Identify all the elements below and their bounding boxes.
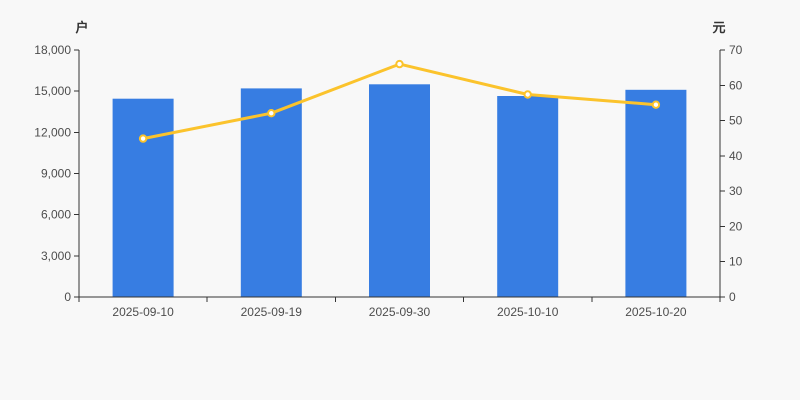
- x-axis-label: 2025-10-20: [625, 305, 687, 319]
- left-axis-title: 户: [75, 20, 89, 35]
- y-axis-right-tick-label: 40: [729, 149, 743, 163]
- y-axis-right-tick-label: 70: [729, 43, 743, 57]
- bar-2025-09-10[interactable]: [112, 98, 174, 297]
- y-axis-right-tick-label: 0: [729, 290, 736, 304]
- line-point-2025-09-19[interactable]: [267, 109, 276, 118]
- y-axis-left-tick-label: 12,000: [34, 125, 71, 139]
- y-axis-right-tick-label: 20: [729, 219, 743, 233]
- bar-2025-10-10[interactable]: [497, 96, 559, 297]
- y-axis-left-tick-label: 3,000: [41, 249, 71, 263]
- bar-2025-09-30[interactable]: [369, 84, 430, 297]
- x-axis-label: 2025-09-19: [241, 305, 303, 319]
- y-axis-right-tick-label: 50: [729, 114, 743, 128]
- line-point-2025-10-20[interactable]: [651, 100, 661, 109]
- line-point-2025-09-10[interactable]: [138, 134, 148, 143]
- y-axis-left-tick-label: 6,000: [41, 208, 71, 222]
- x-axis-label: 2025-10-10: [497, 305, 559, 319]
- y-axis-left-tick-label: 0: [64, 290, 71, 304]
- y-axis-right-tick-label: 30: [729, 184, 743, 198]
- bar-2025-10-20[interactable]: [625, 89, 687, 297]
- y-axis-left-tick-label: 15,000: [34, 84, 71, 98]
- x-axis-label: 2025-09-10: [112, 305, 174, 319]
- x-axis-label: 2025-09-30: [369, 305, 431, 319]
- y-axis-left-tick-label: 18,000: [34, 43, 71, 57]
- y-axis-left-tick-label: 9,000: [41, 167, 71, 181]
- line-point-2025-10-10[interactable]: [523, 90, 532, 99]
- line-point-2025-09-30[interactable]: [395, 59, 404, 69]
- y-axis-right-tick-label: 60: [729, 78, 743, 92]
- right-axis-title: 元: [712, 20, 726, 35]
- y-axis-right-tick-label: 10: [729, 255, 743, 269]
- bar-2025-09-19[interactable]: [240, 88, 302, 298]
